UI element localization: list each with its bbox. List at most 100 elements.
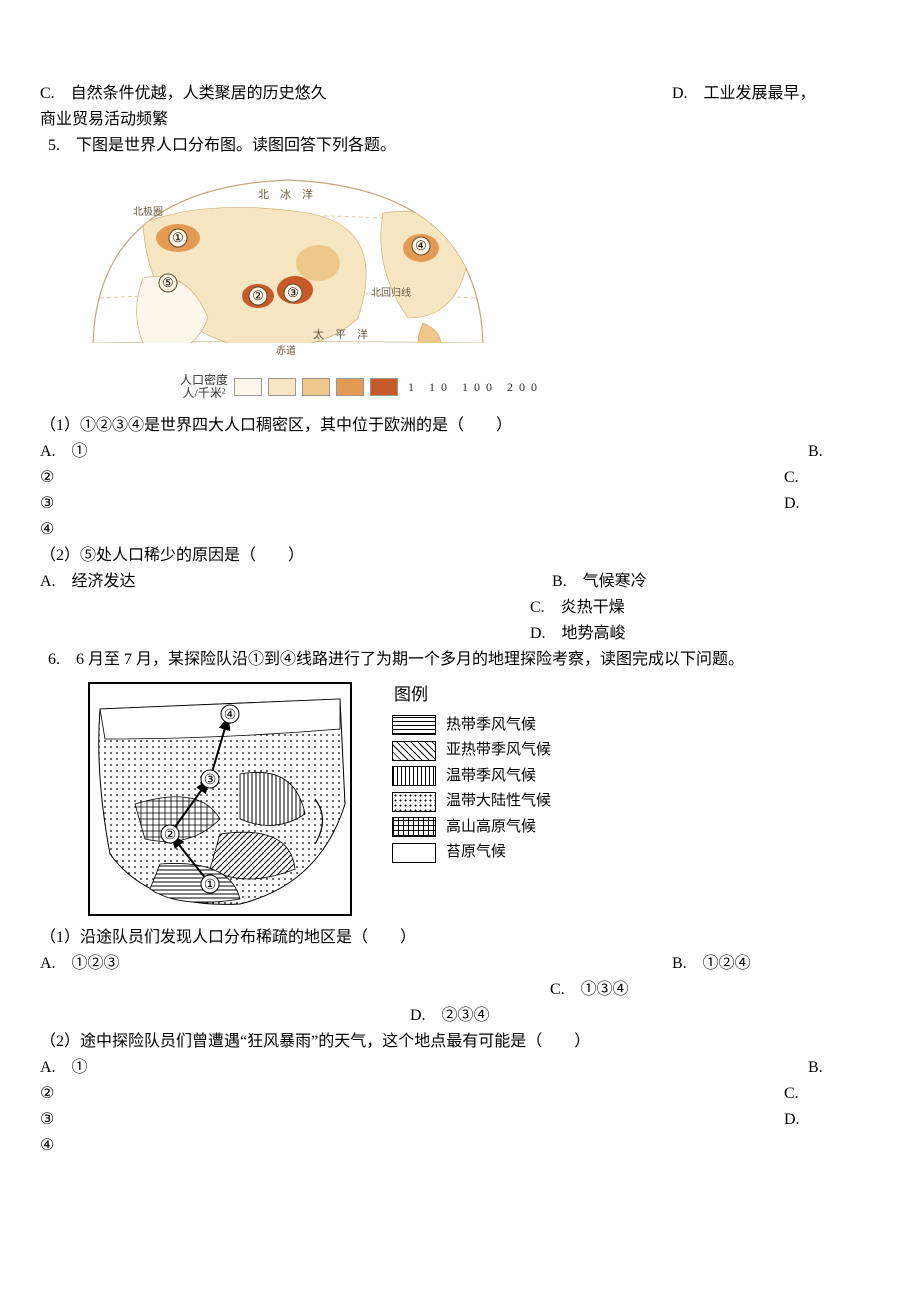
- q6-legend: 图例 热带季风气候 亚热带季风气候 温带季风气候 温带大陆性气候 高山高原气候 …: [392, 682, 551, 867]
- q6-1-opt-c-row: C. ①③④: [550, 978, 880, 1002]
- q6-stem-row: 6. 6 月至 7 月，某探险队沿①到④线路进行了为期一个多月的地理探险考察，读…: [48, 648, 880, 672]
- marker-2-label: ②: [252, 288, 264, 303]
- q6-legend-sw-6: [392, 843, 436, 863]
- label-arctic-circle: 北极圈: [133, 205, 163, 218]
- prev-question-option-c-row: C. 自然条件优越，人类聚居的历史悠久 D. 工业发展最早，: [40, 82, 880, 106]
- q5-1-stem-row: （1）①②③④是世界四大人口稠密区，其中位于欧洲的是（ ）: [40, 414, 880, 438]
- q6-1-stem-row: （1）沿途队员们发现人口分布稀疏的地区是（ ）: [40, 926, 880, 950]
- q6-1-opt-c: C. ①③④: [550, 981, 629, 998]
- legend-tick-1: 1: [408, 380, 420, 394]
- q5-1-opt-d2: ④: [40, 521, 54, 538]
- q5-map-svg: 北 冰 洋 太 平 洋 北极圈 北回归线 赤道 ① ② ③ ④ ⑤: [88, 168, 488, 368]
- label-arctic-ocean: 北 冰 洋: [258, 187, 313, 201]
- q6-legend-row-6: 苔原气候: [392, 841, 551, 864]
- q5-2-opt-d-row: D. 地势高峻: [530, 622, 880, 646]
- legend-title-line2: 人/千米²: [180, 387, 228, 400]
- q5-stem: 5. 下图是世界人口分布图。读图回答下列各题。: [48, 137, 396, 154]
- q6-legend-label-5: 高山高原气候: [446, 816, 536, 839]
- q6-legend-row-5: 高山高原气候: [392, 816, 551, 839]
- q5-1-opt-b2-row: ② C.: [40, 466, 880, 490]
- legend-title: 人口密度 人/千米²: [180, 374, 228, 400]
- q6-map-svg: ① ② ③ ④: [88, 682, 352, 916]
- q5-2-opt-d: D. 地势高峻: [530, 625, 626, 642]
- q6-legend-row-3: 温带季风气候: [392, 765, 551, 788]
- q6-2-opt-c2: ③: [40, 1111, 54, 1128]
- q6-2-stem-row: （2）途中探险队员们曾遭遇“狂风暴雨”的天气，这个地点最有可能是（ ）: [40, 1030, 880, 1054]
- prev-option-d-part2-row: 商业贸易活动频繁: [40, 108, 880, 132]
- q6-2-opt-b: B.: [808, 1056, 823, 1080]
- label-tropic: 北回归线: [371, 286, 411, 299]
- q5-2-opt-b: B. 气候寒冷: [552, 570, 647, 594]
- label-equator: 赤道: [276, 344, 296, 357]
- q6-1-opt-d-row: D. ②③④: [410, 1004, 880, 1028]
- q6-legend-sw-4: [392, 792, 436, 812]
- prev-option-d-part2: 商业贸易活动频繁: [40, 111, 168, 128]
- q5-1-opt-c: C.: [784, 466, 799, 490]
- q6-1-opt-d: D. ②③④: [410, 1007, 490, 1024]
- q5-2-opt-ab-row: A. 经济发达 B. 气候寒冷: [40, 570, 880, 594]
- q6-2-opt-b2-row: ② C.: [40, 1082, 880, 1106]
- q6-2-opt-d2: ④: [40, 1137, 54, 1154]
- q6-stem: 6. 6 月至 7 月，某探险队沿①到④线路进行了为期一个多月的地理探险考察，读…: [48, 651, 744, 668]
- q6-2-opt-c2-row: ③ D.: [40, 1108, 880, 1132]
- q5-2-stem-row: （2）⑤处人口稀少的原因是（ ）: [40, 544, 880, 568]
- q6-1-opt-a: A. ①②③: [40, 955, 120, 972]
- route-pt-1-label: ①: [204, 878, 217, 893]
- marker-1-label: ①: [172, 230, 184, 245]
- route-pt-3-label: ③: [204, 773, 217, 788]
- q6-2-opt-d: D.: [784, 1108, 800, 1132]
- q6-legend-title: 图例: [394, 682, 551, 708]
- route-pt-2-label: ②: [164, 828, 177, 843]
- legend-tick-3: 100: [462, 380, 498, 394]
- q5-1-opt-a: A. ①: [40, 443, 88, 460]
- q6-legend-sw-5: [392, 817, 436, 837]
- q5-1-opt-c2: ③: [40, 495, 54, 512]
- q5-1-opt-d: D.: [784, 492, 800, 516]
- q6-legend-row-2: 亚热带季风气候: [392, 739, 551, 762]
- q6-legend-sw-1: [392, 715, 436, 735]
- density-patch-east-asia-mid: [296, 245, 340, 281]
- q6-1-opt-b: B. ①②④: [672, 952, 751, 976]
- q6-1-opt-ab-row: A. ①②③ B. ①②④: [40, 952, 880, 976]
- q6-2-opt-a-row: A. ① B.: [40, 1056, 880, 1080]
- q5-map-legend: 人口密度 人/千米² 1 10 100 200: [180, 374, 880, 400]
- q6-legend-label-4: 温带大陆性气候: [446, 790, 551, 813]
- q6-figure: ① ② ③ ④ 图例 热带季风气候 亚热带季风气候 温带季风气候 温带大陆性气候: [88, 682, 880, 916]
- q5-1-opt-a-row: A. ① B.: [40, 440, 880, 464]
- q5-1-opt-b2: ②: [40, 469, 54, 486]
- q5-1-stem: （1）①②③④是世界四大人口稠密区，其中位于欧洲的是（ ）: [40, 417, 512, 434]
- q5-2-stem: （2）⑤处人口稀少的原因是（ ）: [40, 547, 304, 564]
- legend-tick-2: 10: [429, 380, 453, 394]
- marker-5-label: ⑤: [162, 275, 174, 290]
- legend-swatch-5: [370, 378, 398, 396]
- q5-2-opt-a: A. 经济发达: [40, 573, 136, 590]
- prev-option-c: C. 自然条件优越，人类聚居的历史悠久: [40, 85, 327, 102]
- q5-1-opt-c2-row: ③ D.: [40, 492, 880, 516]
- marker-3-label: ③: [287, 285, 299, 300]
- q6-legend-row-1: 热带季风气候: [392, 714, 551, 737]
- q6-2-opt-a: A. ①: [40, 1059, 88, 1076]
- q5-1-opt-b: B.: [808, 440, 823, 464]
- q6-legend-row-4: 温带大陆性气候: [392, 790, 551, 813]
- q5-map-figure: 北 冰 洋 太 平 洋 北极圈 北回归线 赤道 ① ② ③ ④ ⑤: [88, 168, 880, 368]
- q5-stem-row: 5. 下图是世界人口分布图。读图回答下列各题。: [48, 134, 880, 158]
- marker-4-label: ④: [415, 238, 427, 253]
- q6-2-opt-b2: ②: [40, 1085, 54, 1102]
- q5-2-opt-c-row: C. 炎热干燥: [530, 596, 880, 620]
- route-pt-4-label: ④: [224, 708, 237, 723]
- q6-1-stem: （1）沿途队员们发现人口分布稀疏的地区是（ ）: [40, 929, 416, 946]
- q6-legend-label-6: 苔原气候: [446, 841, 506, 864]
- q5-1-opt-d2-row: ④: [40, 518, 880, 542]
- legend-swatch-2: [268, 378, 296, 396]
- q6-legend-label-3: 温带季风气候: [446, 765, 536, 788]
- q6-2-opt-c: C.: [784, 1082, 799, 1106]
- q6-legend-label-1: 热带季风气候: [446, 714, 536, 737]
- label-pacific-ocean: 太 平 洋: [313, 327, 368, 341]
- q6-legend-sw-3: [392, 766, 436, 786]
- legend-swatch-4: [336, 378, 364, 396]
- legend-ticks: 1 10 100 200: [408, 378, 543, 396]
- legend-tick-4: 200: [507, 380, 543, 394]
- q6-legend-label-2: 亚热带季风气候: [446, 739, 551, 762]
- legend-swatch-3: [302, 378, 330, 396]
- prev-option-d-part1: D. 工业发展最早，: [672, 82, 816, 106]
